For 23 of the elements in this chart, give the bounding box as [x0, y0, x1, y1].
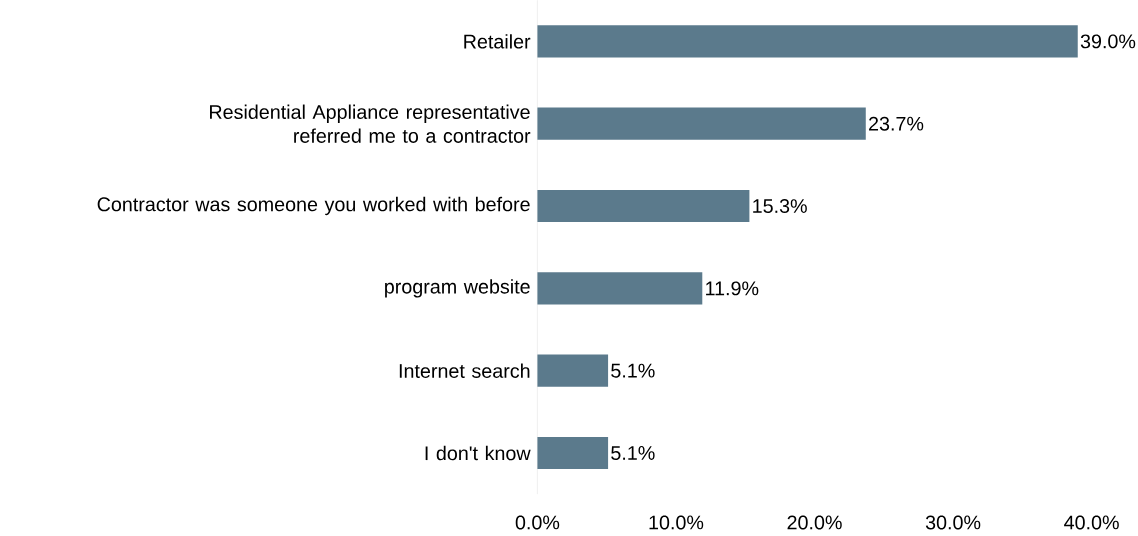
bar [537, 189, 750, 223]
data-label: 5.1% [611, 363, 655, 378]
bar [537, 107, 866, 140]
data-label: 15.3% [753, 199, 807, 214]
y-tick-label: program website [385, 279, 530, 298]
y-tick-label: Retailer [464, 34, 531, 49]
data-label: 39.0% [1080, 34, 1136, 49]
x-tick-label: 20.0% [787, 515, 842, 530]
x-tick-label: 40.0% [1064, 515, 1119, 530]
bar [537, 354, 609, 387]
data-label: 23.7% [869, 116, 924, 131]
bar [537, 272, 703, 305]
bar [537, 436, 609, 470]
x-tick-label: 0.0% [515, 515, 560, 530]
y-tick-label: I don't know [425, 445, 531, 461]
bar [537, 25, 1078, 58]
x-tick-label: 30.0% [925, 515, 981, 530]
data-label: 5.1% [611, 446, 655, 460]
data-label: 11.9% [706, 281, 759, 296]
x-tick-label: 10.0% [649, 515, 704, 530]
y-tick-label: Internet search [399, 363, 530, 378]
y-tick-label: Residential Appliance representative referred me to a contractor [210, 104, 531, 143]
y-tick-label: Contractor was someone you worked with before [97, 196, 530, 216]
